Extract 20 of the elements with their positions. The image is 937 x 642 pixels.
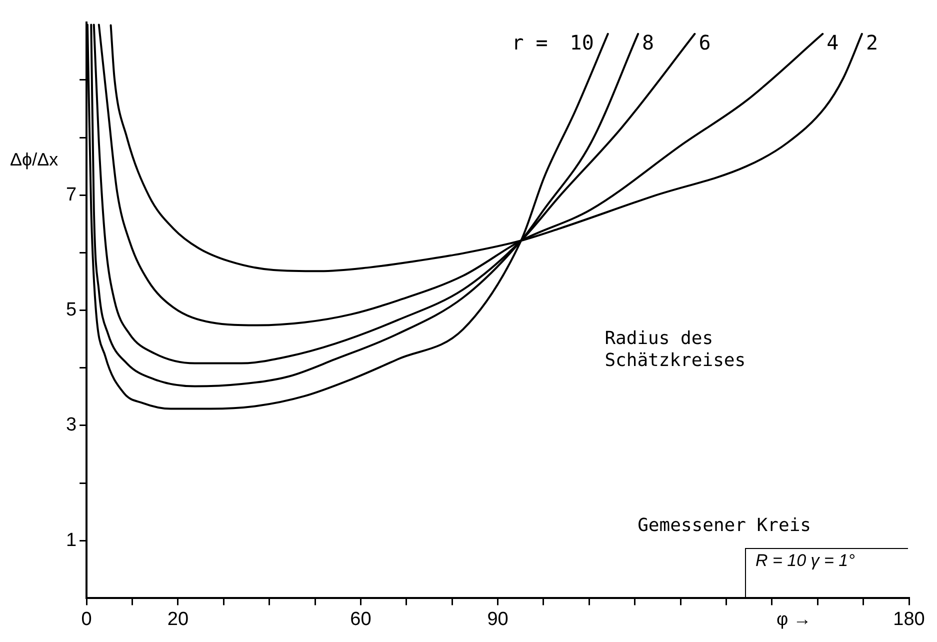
x-tick-label: 180 [893,608,925,630]
x-tick-label: 60 [350,608,372,630]
y-tick-label: 7 [66,184,77,206]
legend-title: r = [512,30,548,55]
series-label: 2 [866,30,878,55]
x-tick-label: 20 [167,608,189,630]
x-tick-label: 90 [487,608,508,630]
annotation: Radius des Schätzkreises [604,328,746,371]
x-axis-title: φ → [776,609,812,630]
y-axis-title: Δϕ/Δx [10,150,58,170]
series-label: 6 [698,30,711,55]
series-label: 8 [642,30,654,55]
series-label: 10 [570,30,594,55]
note-frame: R = 10 γ = 1° [744,548,908,598]
series-label: 4 [826,30,839,55]
x-tick-label: 0 [81,608,92,630]
y-tick-label: 3 [66,414,77,436]
y-tick-label: 5 [66,300,77,321]
y-tick-label: 1 [66,530,77,551]
annotation: Gemessener Kreis [638,514,811,536]
